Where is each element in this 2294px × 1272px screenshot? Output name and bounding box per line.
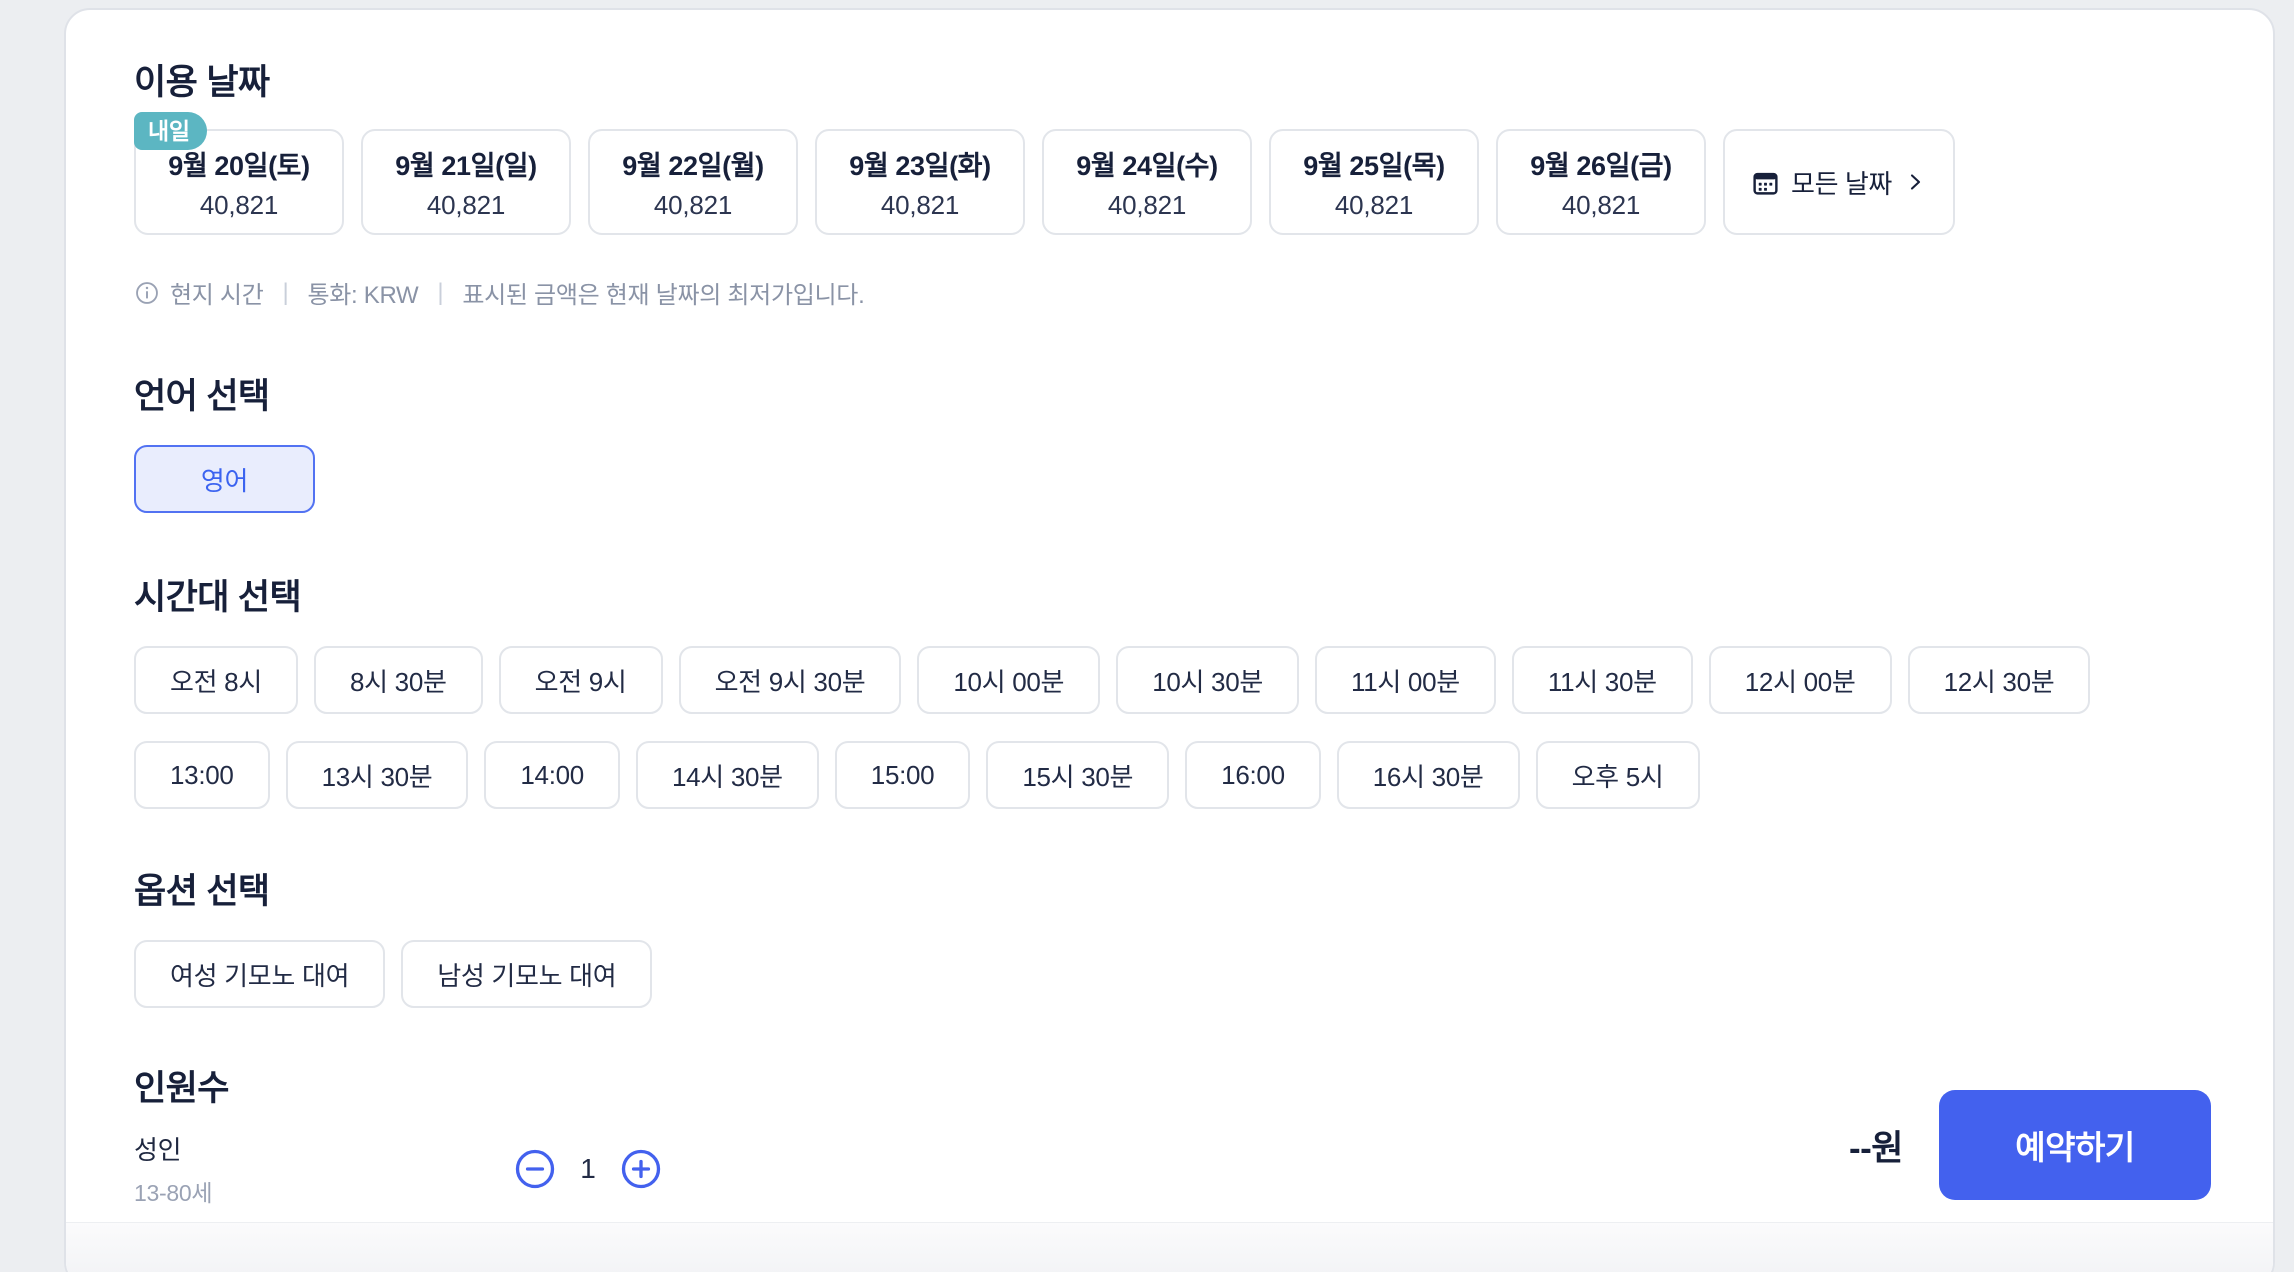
date-card[interactable]: 9월 21일(일) 40,821 <box>361 129 571 235</box>
footer-strip <box>66 1222 2273 1272</box>
date-section: 이용 날짜 내일 9월 20일(토) 40,821 9월 21일(일) 40,821 9월… <box>134 62 2273 235</box>
date-card[interactable]: 9월 24일(수) 40,821 <box>1042 129 1252 235</box>
book-button[interactable]: 예약하기 <box>1939 1090 2211 1200</box>
bottom-action-bar: --원 예약하기 <box>66 1070 2273 1220</box>
time-chip-row-2: 13:00 13시 30분 14:00 14시 30분 15:00 15시 30분 16:0… <box>134 741 2164 809</box>
card-body: 이용 날짜 내일 9월 20일(토) 40,821 9월 21일(일) 40,821 9월… <box>66 10 2273 1208</box>
info-currency: 통화: KRW <box>307 282 419 309</box>
time-slot-chip[interactable]: 11시 30분 <box>1511 646 1693 714</box>
count-row: 성인 13-80세 1 <box>134 1130 2273 1208</box>
language-section: 언어 선택 영어 <box>134 376 2273 513</box>
language-section-title: 언어 선택 <box>134 377 270 416</box>
time-slot-chip[interactable]: 10시 30분 <box>1116 646 1299 714</box>
date-card[interactable]: 9월 25일(목) 40,821 <box>1269 129 1479 235</box>
time-slot-chip[interactable]: 14시 30분 <box>635 741 819 809</box>
tomorrow-badge: 내일 <box>134 112 207 150</box>
language-chip-row: 영어 <box>134 445 2273 513</box>
count-section-title: 인원수 <box>134 1069 229 1108</box>
info-local-time: 현지 시간 <box>170 282 264 309</box>
time-slot-chip[interactable]: 12시 00분 <box>1708 646 1892 714</box>
info-separator-2: | <box>437 278 444 306</box>
count-section: 인원수 성인 13-80세 1 <box>134 1068 2273 1208</box>
time-slot-chip[interactable]: 14:00 <box>484 741 620 809</box>
time-slot-chip[interactable]: 오전 9시 30분 <box>678 646 902 714</box>
date-card-price: 40,821 <box>653 189 733 220</box>
time-slot-chip[interactable]: 16:00 <box>1185 741 1321 809</box>
time-slot-chip[interactable]: 13시 30분 <box>285 741 469 809</box>
date-card-label: 9월 20일(토) <box>168 150 310 181</box>
count-rows: 성인 13-80세 1 <box>134 1130 2273 1208</box>
date-card[interactable]: 9월 26일(금) 40,821 <box>1496 129 1706 235</box>
count-label-wrap: 성인 13-80세 <box>134 1130 514 1208</box>
language-chip[interactable]: 영어 <box>134 445 315 513</box>
time-slot-chip[interactable]: 12시 30분 <box>1907 646 2091 714</box>
option-section: 옵션 선택 여성 기모노 대여 남성 기모노 대여 <box>134 871 2273 1008</box>
time-slot-chip[interactable]: 오전 8시 <box>134 646 298 714</box>
calendar-icon <box>1751 168 1780 197</box>
minus-circle-icon[interactable] <box>514 1148 556 1190</box>
date-card-row: 내일 9월 20일(토) 40,821 9월 21일(일) 40,821 9월 22일(월… <box>134 112 2273 235</box>
date-card-label: 9월 22일(월) <box>622 150 764 181</box>
option-chip-row: 여성 기모노 대여 남성 기모노 대여 <box>134 940 2273 1008</box>
option-chip[interactable]: 여성 기모노 대여 <box>134 940 386 1008</box>
booking-card: 이용 날짜 내일 9월 20일(토) 40,821 9월 21일(일) 40,821 9월… <box>64 8 2275 1272</box>
count-label: 성인 <box>134 1135 182 1165</box>
time-slot-chip[interactable]: 16시 30분 <box>1336 741 1520 809</box>
option-chip[interactable]: 남성 기모노 대여 <box>401 940 653 1008</box>
time-slot-chip[interactable]: 13:00 <box>134 741 270 809</box>
date-card-label: 9월 21일(일) <box>395 150 537 181</box>
quantity-stepper: 1 <box>514 1148 662 1190</box>
date-section-title: 이용 날짜 <box>134 63 270 102</box>
date-card-price: 40,821 <box>1107 189 1187 220</box>
time-section: 시간대 선택 오전 8시 8시 30분 오전 9시 오전 9시 30분 10시 00분 1… <box>134 577 2273 809</box>
date-card-label: 9월 26일(금) <box>1530 150 1672 181</box>
time-slot-chip[interactable]: 15:00 <box>834 741 971 809</box>
date-card-price: 40,821 <box>199 189 279 220</box>
date-card-label: 9월 24일(수) <box>1076 150 1218 181</box>
date-card[interactable]: 내일 9월 20일(토) 40,821 <box>134 112 344 235</box>
time-slot-chip[interactable]: 오전 9시 <box>498 646 663 714</box>
info-line: 현지 시간 | 통화: KRW | 표시된 금액은 현재 날짜의 최저가입니다. <box>134 275 2273 310</box>
all-dates-label: 모든 날짜 <box>1791 168 1892 199</box>
plus-circle-icon[interactable] <box>620 1148 662 1190</box>
time-slot-chip[interactable]: 10시 00분 <box>917 646 1101 714</box>
info-separator-1: | <box>282 278 289 306</box>
date-card-price: 40,821 <box>880 189 960 220</box>
time-section-title: 시간대 선택 <box>134 578 302 617</box>
time-chip-row-1: 오전 8시 8시 30분 오전 9시 오전 9시 30분 10시 00분 10시 30분 1… <box>134 646 2164 714</box>
time-slot-chip[interactable]: 오후 5시 <box>1535 741 1700 809</box>
info-circle-icon <box>134 280 160 306</box>
quantity-value: 1 <box>580 1153 596 1184</box>
info-note: 표시된 금액은 현재 날짜의 최저가입니다. <box>462 282 865 309</box>
chevron-right-icon <box>1903 170 1927 194</box>
date-card-price: 40,821 <box>1561 189 1641 220</box>
date-card-label: 9월 25일(목) <box>1303 150 1445 181</box>
time-slot-chip[interactable]: 8시 30분 <box>313 646 483 714</box>
time-slot-chip[interactable]: 15시 30분 <box>986 741 1170 809</box>
all-dates-button[interactable]: 모든 날짜 <box>1723 129 1955 235</box>
date-card-price: 40,821 <box>426 189 506 220</box>
count-age-range: 13-80세 <box>134 1180 213 1206</box>
option-section-title: 옵션 선택 <box>134 872 270 911</box>
time-slot-chip[interactable]: 11시 00분 <box>1315 646 1496 714</box>
date-card[interactable]: 9월 23일(화) 40,821 <box>815 129 1025 235</box>
date-card[interactable]: 9월 22일(월) 40,821 <box>588 129 798 235</box>
total-price: --원 <box>1848 1128 1904 1168</box>
date-card-label: 9월 23일(화) <box>849 150 991 181</box>
date-card-price: 40,821 <box>1334 189 1414 220</box>
